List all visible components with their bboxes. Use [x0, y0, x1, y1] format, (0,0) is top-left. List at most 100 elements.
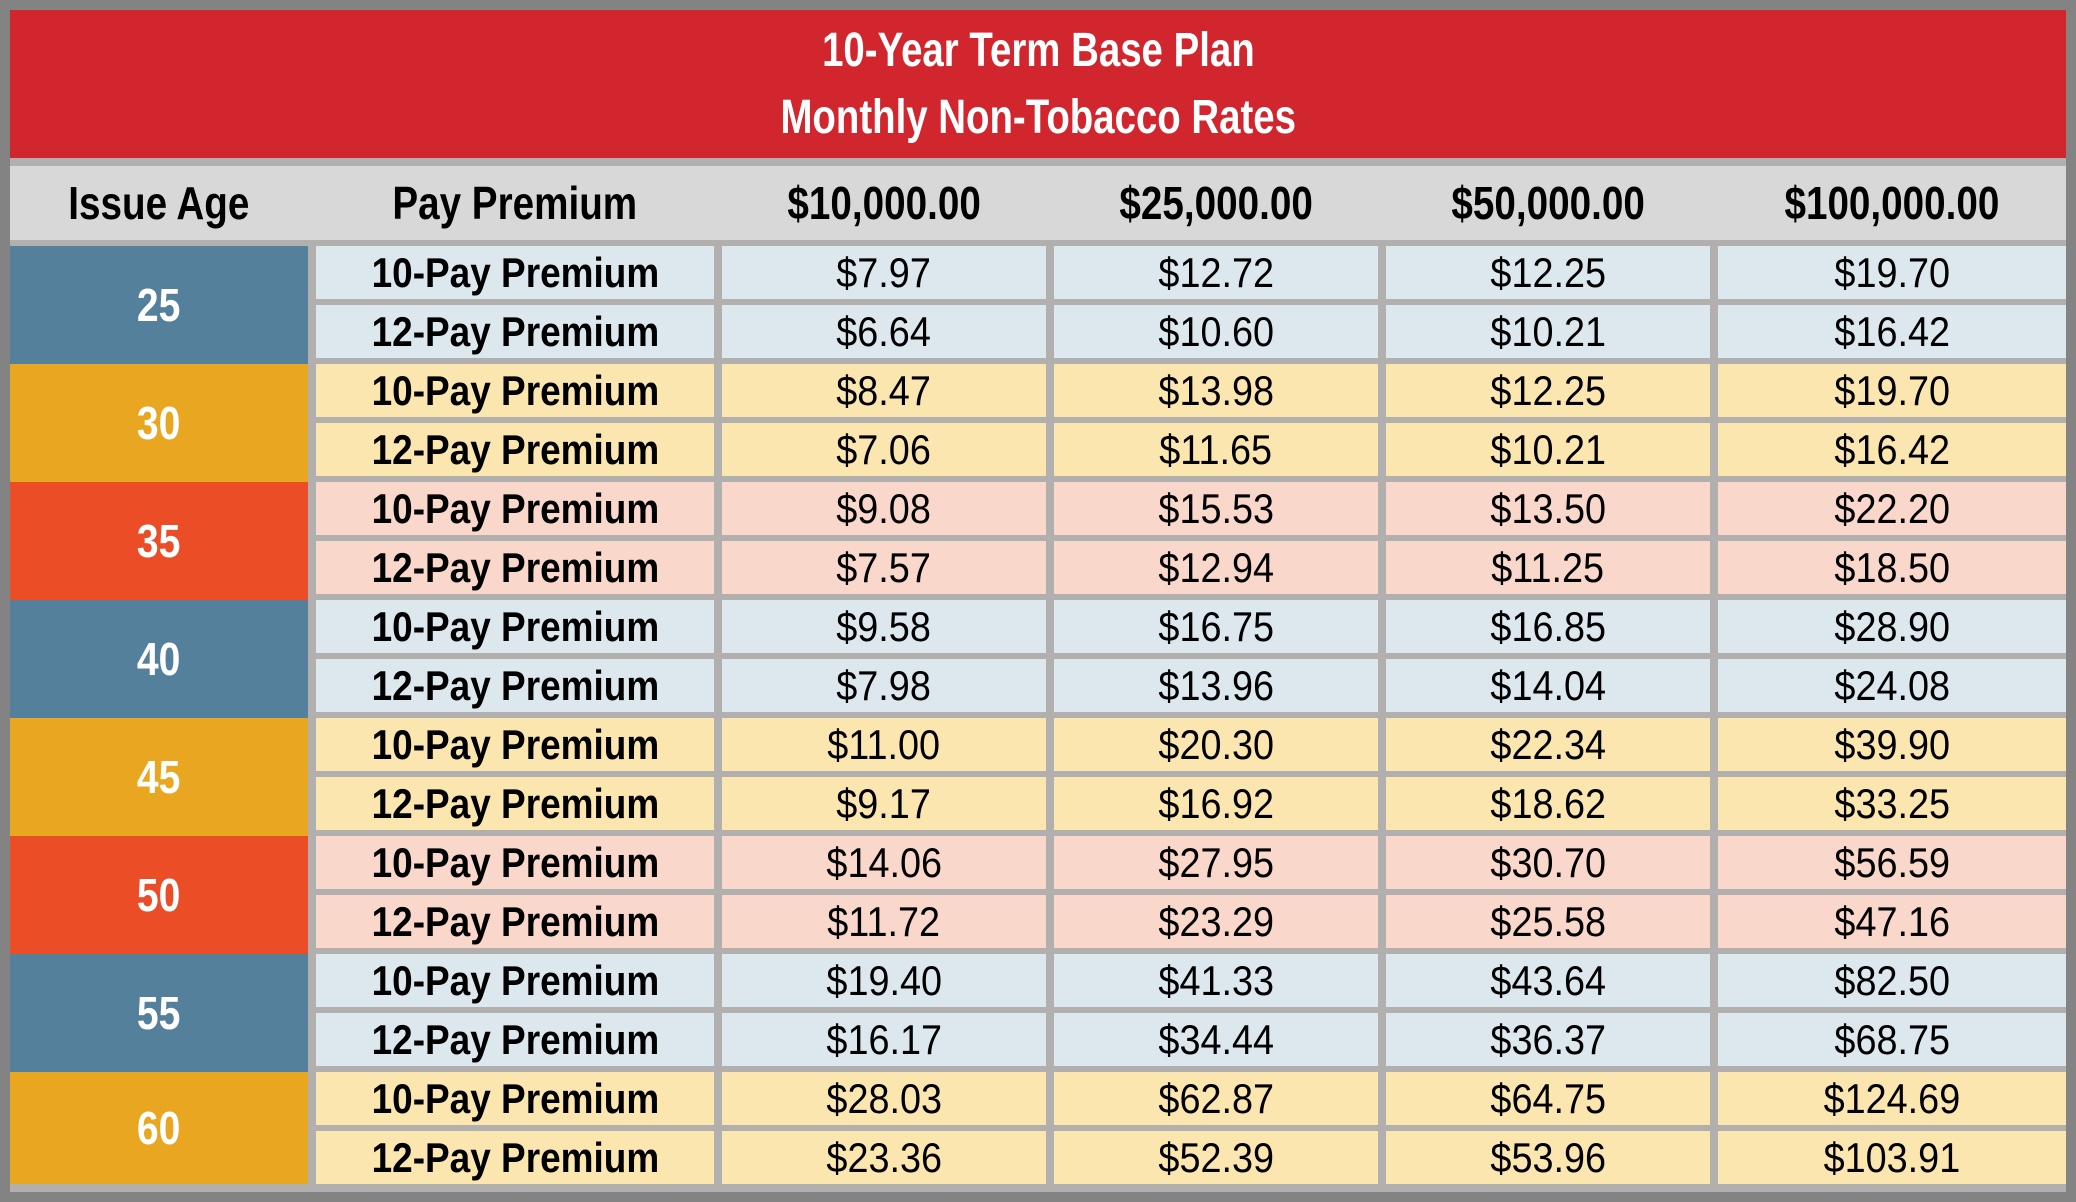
issue-age-cell-45-text: 45	[137, 751, 181, 803]
rate-value-cell: $10.60	[1054, 305, 1378, 358]
rate-value-cell-text: $68.75	[1834, 1015, 1950, 1063]
issue-age-cell-50: 50	[10, 836, 308, 954]
rate-value-cell-text: $15.53	[1158, 484, 1274, 532]
rate-value-cell-text: $13.98	[1158, 366, 1274, 414]
rate-value-cell-text: $25.58	[1490, 897, 1606, 945]
rate-value-cell: $11.00	[722, 718, 1046, 771]
rate-value-cell: $47.16	[1718, 895, 2066, 948]
rate-value-cell-text: $34.44	[1158, 1015, 1274, 1063]
rate-value-cell-text: $14.04	[1490, 661, 1606, 709]
pay-premium-label: 12-Pay Premium	[316, 895, 714, 948]
rate-value-cell-text: $33.25	[1834, 779, 1950, 827]
rate-value-cell-text: $52.39	[1158, 1133, 1274, 1181]
pay-premium-label-text: 10-Pay Premium	[371, 602, 659, 650]
rate-value-cell-text: $19.40	[826, 956, 942, 1004]
rate-value-cell: $82.50	[1718, 954, 2066, 1007]
rate-value-cell-text: $10.21	[1490, 425, 1606, 473]
rate-value-cell: $15.53	[1054, 482, 1378, 535]
rate-value-cell: $62.87	[1054, 1072, 1378, 1125]
pay-premium-label: 12-Pay Premium	[316, 305, 714, 358]
rate-value-cell: $68.75	[1718, 1013, 2066, 1066]
rate-value-cell-text: $7.06	[836, 425, 932, 473]
rate-value-cell: $28.90	[1718, 600, 2066, 653]
rate-value-cell-text: $12.25	[1490, 366, 1606, 414]
header-face-100000-label: $100,000.00	[1784, 177, 2000, 229]
rate-value-cell-text: $16.75	[1158, 602, 1274, 650]
rate-value-cell-text: $43.64	[1490, 956, 1606, 1004]
rate-value-cell-text: $53.96	[1490, 1133, 1606, 1181]
rate-value-cell-text: $11.65	[1159, 425, 1273, 473]
rate-value-cell-text: $124.69	[1823, 1074, 1961, 1122]
pay-premium-label-text: 12-Pay Premium	[371, 897, 659, 945]
rate-value-cell: $16.75	[1054, 600, 1378, 653]
rate-value-cell: $9.17	[722, 777, 1046, 830]
pay-premium-label: 12-Pay Premium	[316, 541, 714, 594]
rate-value-cell: $7.98	[722, 659, 1046, 712]
title-band: 10-Year Term Base Plan Monthly Non-Tobac…	[10, 10, 2066, 158]
rate-value-cell-text: $19.70	[1834, 248, 1950, 296]
rate-value-cell-text: $11.25	[1491, 543, 1605, 591]
issue-age-cell-35-text: 35	[137, 515, 181, 567]
rate-value-cell: $7.97	[722, 246, 1046, 299]
header-issue-age: Issue Age	[10, 176, 308, 230]
pay-premium-label-text: 12-Pay Premium	[371, 425, 659, 473]
rate-value-cell-text: $56.59	[1834, 838, 1950, 886]
rates-grid: 25 10-Pay Premium $7.97 $12.72 $12.25 $19.70 1…	[10, 246, 2066, 1184]
pay-premium-label: 10-Pay Premium	[316, 482, 714, 535]
rate-value-cell-text: $12.94	[1158, 543, 1274, 591]
rate-value-cell: $22.34	[1386, 718, 1710, 771]
rate-value-cell-text: $82.50	[1834, 956, 1950, 1004]
rate-value-cell-text: $16.85	[1490, 602, 1606, 650]
pay-premium-label-text: 12-Pay Premium	[371, 661, 659, 709]
rate-value-cell-text: $24.08	[1834, 661, 1950, 709]
rate-value-cell: $22.20	[1718, 482, 2066, 535]
pay-premium-label-text: 12-Pay Premium	[371, 543, 659, 591]
header-face-10000: $10,000.00	[722, 176, 1046, 230]
rate-value-cell-text: $22.20	[1834, 484, 1950, 532]
rate-value-cell: $9.58	[722, 600, 1046, 653]
rate-value-cell-text: $28.03	[826, 1074, 942, 1122]
pay-premium-label-text: 12-Pay Premium	[371, 307, 659, 355]
rate-value-cell: $19.40	[722, 954, 1046, 1007]
issue-age-cell-45: 45	[10, 718, 308, 836]
pay-premium-label: 10-Pay Premium	[316, 600, 714, 653]
rate-value-cell: $53.96	[1386, 1131, 1710, 1184]
rate-value-cell: $14.06	[722, 836, 1046, 889]
rate-value-cell: $12.94	[1054, 541, 1378, 594]
rate-value-cell: $11.72	[722, 895, 1046, 948]
rate-value-cell: $36.37	[1386, 1013, 1710, 1066]
pay-premium-label: 12-Pay Premium	[316, 777, 714, 830]
rate-value-cell: $13.98	[1054, 364, 1378, 417]
issue-age-cell-25-text: 25	[137, 279, 181, 331]
rate-value-cell-text: $16.42	[1834, 425, 1950, 473]
issue-age-cell-30: 30	[10, 364, 308, 482]
rate-value-cell: $16.42	[1718, 305, 2066, 358]
issue-age-cell-40-text: 40	[137, 633, 181, 685]
rate-value-cell: $12.25	[1386, 364, 1710, 417]
rate-value-cell-text: $9.17	[836, 779, 932, 827]
rate-value-cell-text: $16.42	[1834, 307, 1950, 355]
rate-value-cell-text: $10.60	[1158, 307, 1274, 355]
rate-value-cell-text: $14.06	[826, 838, 942, 886]
issue-age-cell-25: 25	[10, 246, 308, 364]
rate-value-cell-text: $39.90	[1834, 720, 1950, 768]
rate-value-cell: $9.08	[722, 482, 1046, 535]
rate-value-cell: $16.92	[1054, 777, 1378, 830]
rate-value-cell: $25.58	[1386, 895, 1710, 948]
rate-value-cell-text: $47.16	[1834, 897, 1950, 945]
rate-value-cell-text: $20.30	[1158, 720, 1274, 768]
rate-table-inner: 10-Year Term Base Plan Monthly Non-Tobac…	[10, 10, 2066, 1192]
issue-age-cell-60-text: 60	[137, 1102, 181, 1154]
rate-value-cell: $18.62	[1386, 777, 1710, 830]
header-face-25000-label: $25,000.00	[1119, 177, 1313, 229]
title-line-2: Monthly Non-Tobacco Rates	[780, 91, 1296, 144]
pay-premium-label-text: 10-Pay Premium	[371, 1074, 659, 1122]
rate-value-cell-text: $6.64	[836, 307, 932, 355]
header-face-25000: $25,000.00	[1054, 176, 1378, 230]
pay-premium-label: 12-Pay Premium	[316, 659, 714, 712]
pay-premium-label-text: 10-Pay Premium	[371, 484, 659, 532]
rate-value-cell: $23.29	[1054, 895, 1378, 948]
rate-value-cell: $20.30	[1054, 718, 1378, 771]
rate-value-cell: $19.70	[1718, 364, 2066, 417]
